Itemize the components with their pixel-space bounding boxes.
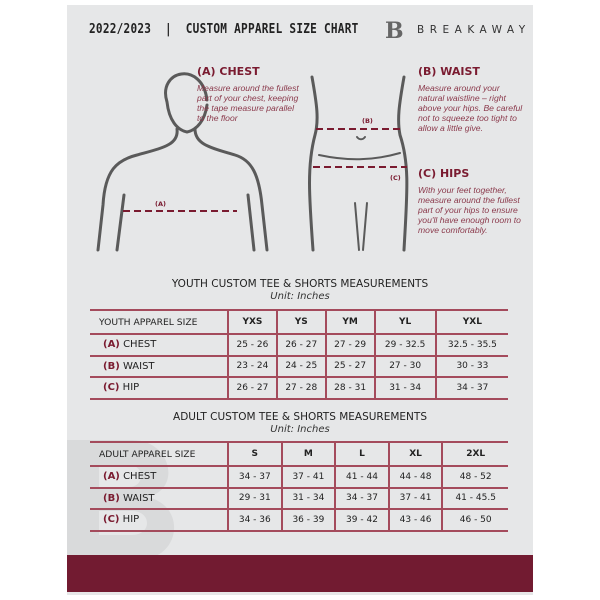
waist-description: Measure around your natural waistline – … xyxy=(418,83,523,133)
table-cell: 24 - 25 xyxy=(275,355,326,378)
table-cell: 27 - 30 xyxy=(373,355,436,378)
waist-heading: (B) WAIST xyxy=(418,65,480,78)
table-cell: 29 - 31 xyxy=(227,487,282,510)
size-column-header: YL xyxy=(373,310,436,335)
table-cell: 43 - 46 xyxy=(387,509,443,532)
hips-marker: (C) xyxy=(390,174,401,182)
table-cell: 34 - 37 xyxy=(334,487,389,510)
hips-heading: (C) HIPS xyxy=(418,167,470,180)
measurement-letter: (C) xyxy=(103,382,120,394)
table-cell: 41 - 44 xyxy=(334,466,389,489)
table-cell: 37 - 41 xyxy=(280,466,336,489)
table-cell: 25 - 27 xyxy=(324,355,375,378)
measurement-label: (B) WAIST xyxy=(90,355,228,378)
table-row: (B) WAIST 23 - 24 24 - 25 25 - 27 27 - 30 30 … xyxy=(90,355,508,378)
table-cell: 48 - 52 xyxy=(441,466,508,489)
adult-unit: Unit: Inches xyxy=(270,424,330,435)
measurement-letter: (C) xyxy=(103,514,120,526)
table-row: (C) HIP 26 - 27 27 - 28 28 - 31 31 - 34 34 - … xyxy=(90,377,508,400)
measurement-label: (A) CHEST xyxy=(90,466,228,489)
table-cell: 41 - 45.5 xyxy=(441,487,508,510)
measurement-label: (C) HIP xyxy=(90,377,228,400)
table-cell: 34 - 36 xyxy=(227,509,282,532)
footer-band xyxy=(67,555,533,592)
chest-marker: (A) xyxy=(155,200,166,208)
table-cell: 25 - 26 xyxy=(227,334,277,357)
page-title: 2022/2023 | CUSTOM APPAREL SIZE CHART xyxy=(89,21,359,37)
size-label-header: ADULT APPAREL SIZE xyxy=(90,442,228,467)
size-column-header: S xyxy=(227,442,282,467)
table-row: (C) HIP 34 - 36 36 - 39 39 - 42 43 - 46 46 - … xyxy=(90,509,508,532)
table-cell: 30 - 33 xyxy=(434,355,508,378)
measurement-name: WAIST xyxy=(122,492,155,504)
size-label-header: YOUTH APPAREL SIZE xyxy=(90,310,228,335)
measurement-letter: (A) xyxy=(103,471,120,483)
table-cell: 44 - 48 xyxy=(387,466,443,489)
measurement-letter: (B) xyxy=(103,360,120,372)
measurement-letter: (A) xyxy=(103,339,120,351)
table-header-row: ADULT APPAREL SIZE S M L XL 2XL xyxy=(90,442,508,467)
youth-size-table: YOUTH APPAREL SIZE YXS YS YM YL YXL (A) CHEST 2… xyxy=(90,309,508,400)
body-illustrations xyxy=(96,72,409,252)
measurement-name: HIP xyxy=(122,514,140,526)
adult-table-title: ADULT CUSTOM TEE & SHORTS MEASUREMENTS xyxy=(173,411,427,423)
adult-size-table: ADULT APPAREL SIZE S M L XL 2XL (A) CHEST 34 - … xyxy=(90,441,508,532)
table-header-row: YOUTH APPAREL SIZE YXS YS YM YL YXL xyxy=(90,310,508,335)
table-cell: 31 - 34 xyxy=(280,487,336,510)
brand-name: BREAKAWAY xyxy=(417,24,531,36)
table-cell: 23 - 24 xyxy=(227,355,277,378)
measurement-name: CHEST xyxy=(123,339,157,351)
measurement-name: CHEST xyxy=(123,471,157,483)
table-cell: 28 - 31 xyxy=(324,377,375,400)
size-column-header: L xyxy=(334,442,389,467)
measurement-label: (C) HIP xyxy=(90,509,228,532)
table-cell: 26 - 27 xyxy=(227,377,277,400)
table-row: (A) CHEST 25 - 26 26 - 27 27 - 29 29 - 32.5 3… xyxy=(90,334,508,357)
youth-unit: Unit: Inches xyxy=(270,291,330,302)
table-cell: 27 - 28 xyxy=(275,377,326,400)
table-cell: 26 - 27 xyxy=(275,334,326,357)
hips-description: With your feet together, measure around … xyxy=(418,185,521,235)
size-column-header: YXL xyxy=(434,310,508,335)
table-cell: 27 - 29 xyxy=(324,334,375,357)
size-column-header: 2XL xyxy=(441,442,508,467)
table-row: (B) WAIST 29 - 31 31 - 34 34 - 37 37 - 41 41 … xyxy=(90,487,508,510)
size-chart-page: 2022/2023 | CUSTOM APPAREL SIZE CHART B … xyxy=(67,5,533,595)
table-cell: 34 - 37 xyxy=(227,466,282,489)
chest-description: Measure around the fullest part of your … xyxy=(197,83,299,123)
measurement-name: WAIST xyxy=(122,360,155,372)
measurement-label: (B) WAIST xyxy=(90,487,228,510)
table-cell: 46 - 50 xyxy=(441,509,508,532)
table-cell: 29 - 32.5 xyxy=(373,334,436,357)
table-cell: 37 - 41 xyxy=(387,487,443,510)
table-cell: 36 - 39 xyxy=(280,509,336,532)
table-cell: 34 - 37 xyxy=(434,377,508,400)
size-column-header: M xyxy=(280,442,336,467)
brand-logo-icon: B xyxy=(385,18,404,44)
table-cell: 31 - 34 xyxy=(373,377,436,400)
size-column-header: YS xyxy=(275,310,326,335)
size-column-header: YXS xyxy=(227,310,277,335)
waist-marker: (B) xyxy=(362,117,373,125)
measurement-label: (A) CHEST xyxy=(90,334,228,357)
size-column-header: YM xyxy=(324,310,375,335)
table-cell: 39 - 42 xyxy=(334,509,389,532)
table-cell: 32.5 - 35.5 xyxy=(434,334,508,357)
youth-table-title: YOUTH CUSTOM TEE & SHORTS MEASUREMENTS xyxy=(171,278,429,290)
measurement-name: HIP xyxy=(122,382,140,394)
chest-heading: (A) CHEST xyxy=(197,65,260,78)
measurement-letter: (B) xyxy=(103,492,120,504)
size-column-header: XL xyxy=(387,442,443,467)
table-row: (A) CHEST 34 - 37 37 - 41 41 - 44 44 - 48 48 … xyxy=(90,466,508,489)
